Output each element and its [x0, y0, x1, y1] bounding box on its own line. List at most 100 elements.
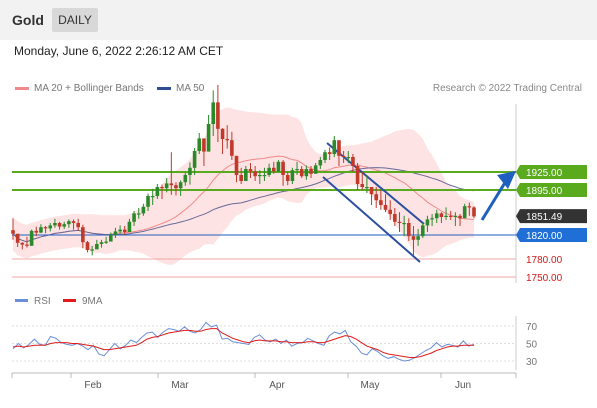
support-level-label-box	[516, 228, 587, 242]
candle-body	[434, 213, 439, 219]
candles-group	[11, 85, 476, 256]
instrument-title: Gold	[12, 12, 44, 28]
candle-body	[122, 229, 127, 232]
candle-body	[313, 165, 318, 174]
candle-body	[169, 183, 174, 186]
candle-body	[407, 223, 411, 237]
candle-body	[104, 241, 108, 243]
candle-body	[397, 221, 402, 223]
candle-body	[341, 155, 346, 157]
candle-body	[262, 175, 267, 177]
rsi-ma-line	[12, 328, 474, 358]
legend-ma50: MA 50	[157, 83, 204, 94]
candle-body	[248, 169, 253, 172]
candle-body	[444, 215, 448, 217]
candle-body	[29, 230, 34, 246]
candle-body	[85, 242, 90, 250]
current-price-label: 1851.49	[526, 212, 563, 223]
candle-body	[411, 236, 416, 240]
candle-body	[146, 196, 150, 207]
candle-body	[150, 196, 155, 198]
forecast-arrow-shaft	[480, 180, 508, 221]
timestamp: Monday, June 6, 2022 2:26:12 AM CET	[14, 44, 224, 58]
resistance-level-label-box	[516, 183, 587, 197]
candle-body	[53, 223, 57, 226]
candle-body	[318, 160, 323, 166]
candle-body	[71, 221, 76, 223]
candle-body	[369, 187, 374, 195]
rsi-tick-label: 50	[526, 340, 538, 351]
resistance-level-label: 1895.00	[526, 186, 563, 197]
candle-body	[81, 227, 85, 243]
legend-ma20-label: MA 20 + Bollinger Bands	[34, 83, 144, 94]
candle-body	[183, 175, 188, 183]
candle-body	[90, 249, 94, 251]
candle-body	[253, 171, 257, 177]
forecast-arrowhead	[497, 171, 516, 189]
time-axis-label: Jun	[455, 380, 471, 391]
candle-body	[393, 214, 397, 222]
period-badge[interactable]: DAILY	[52, 8, 98, 32]
candle-body	[136, 213, 141, 215]
rsi-tick-label: 70	[526, 322, 538, 333]
copyright-notice: Research © 2022 Trading Central	[432, 83, 582, 94]
candle-body	[230, 140, 234, 156]
candle-body	[155, 187, 160, 196]
candle-body	[174, 185, 178, 189]
candle-body	[271, 167, 276, 172]
candle-body	[127, 221, 132, 232]
candle-body	[290, 170, 295, 181]
candle-body	[188, 167, 192, 175]
candle-body	[220, 128, 225, 139]
candle-body	[43, 227, 48, 229]
candle-body	[281, 161, 285, 175]
resistance-level-label-box	[516, 165, 587, 179]
candle-body	[108, 235, 113, 242]
candle-body	[99, 242, 104, 244]
ma50-line	[12, 167, 475, 243]
candle-body	[304, 169, 309, 177]
candle-body	[416, 236, 420, 240]
candle-body	[323, 152, 327, 160]
current-price-label-box	[516, 209, 587, 224]
candle-body	[309, 169, 313, 174]
candle-body	[39, 227, 43, 233]
time-axis-label: Apr	[269, 380, 285, 391]
resistance-level-label: 1925.00	[526, 168, 563, 179]
candle-body	[225, 139, 230, 141]
candle-body	[374, 194, 379, 201]
candle-body	[118, 229, 122, 232]
candle-body	[430, 218, 434, 220]
support-level-label: 1820.00	[526, 231, 563, 242]
candle-body	[276, 161, 281, 172]
candle-body	[57, 223, 62, 227]
candle-body	[113, 231, 118, 235]
candle-body	[388, 209, 392, 214]
candle-body	[164, 183, 169, 189]
stop-level-label: 1750.00	[526, 273, 563, 284]
rsi-legend-label: RSI	[34, 296, 51, 307]
candle-body	[34, 230, 39, 233]
candle-body	[244, 169, 248, 181]
candle-body	[267, 167, 271, 175]
candle-body	[402, 223, 406, 225]
candle-body	[379, 200, 383, 205]
candle-body	[141, 206, 146, 214]
channel-lower-line	[322, 176, 421, 263]
candle-body	[472, 207, 476, 217]
candle-body	[192, 151, 197, 168]
candle-body	[327, 152, 332, 154]
candle-body	[62, 224, 67, 227]
candle-body	[346, 157, 351, 159]
candle-body	[448, 215, 453, 217]
candle-body	[160, 187, 164, 189]
candle-body	[467, 206, 472, 208]
rsi-tick-label: 30	[526, 357, 538, 368]
candle-body	[211, 102, 216, 124]
time-axis-label: May	[361, 380, 380, 391]
candle-body	[234, 155, 239, 175]
candle-body	[197, 138, 202, 151]
candle-body	[67, 221, 71, 225]
candle-body	[439, 213, 444, 217]
